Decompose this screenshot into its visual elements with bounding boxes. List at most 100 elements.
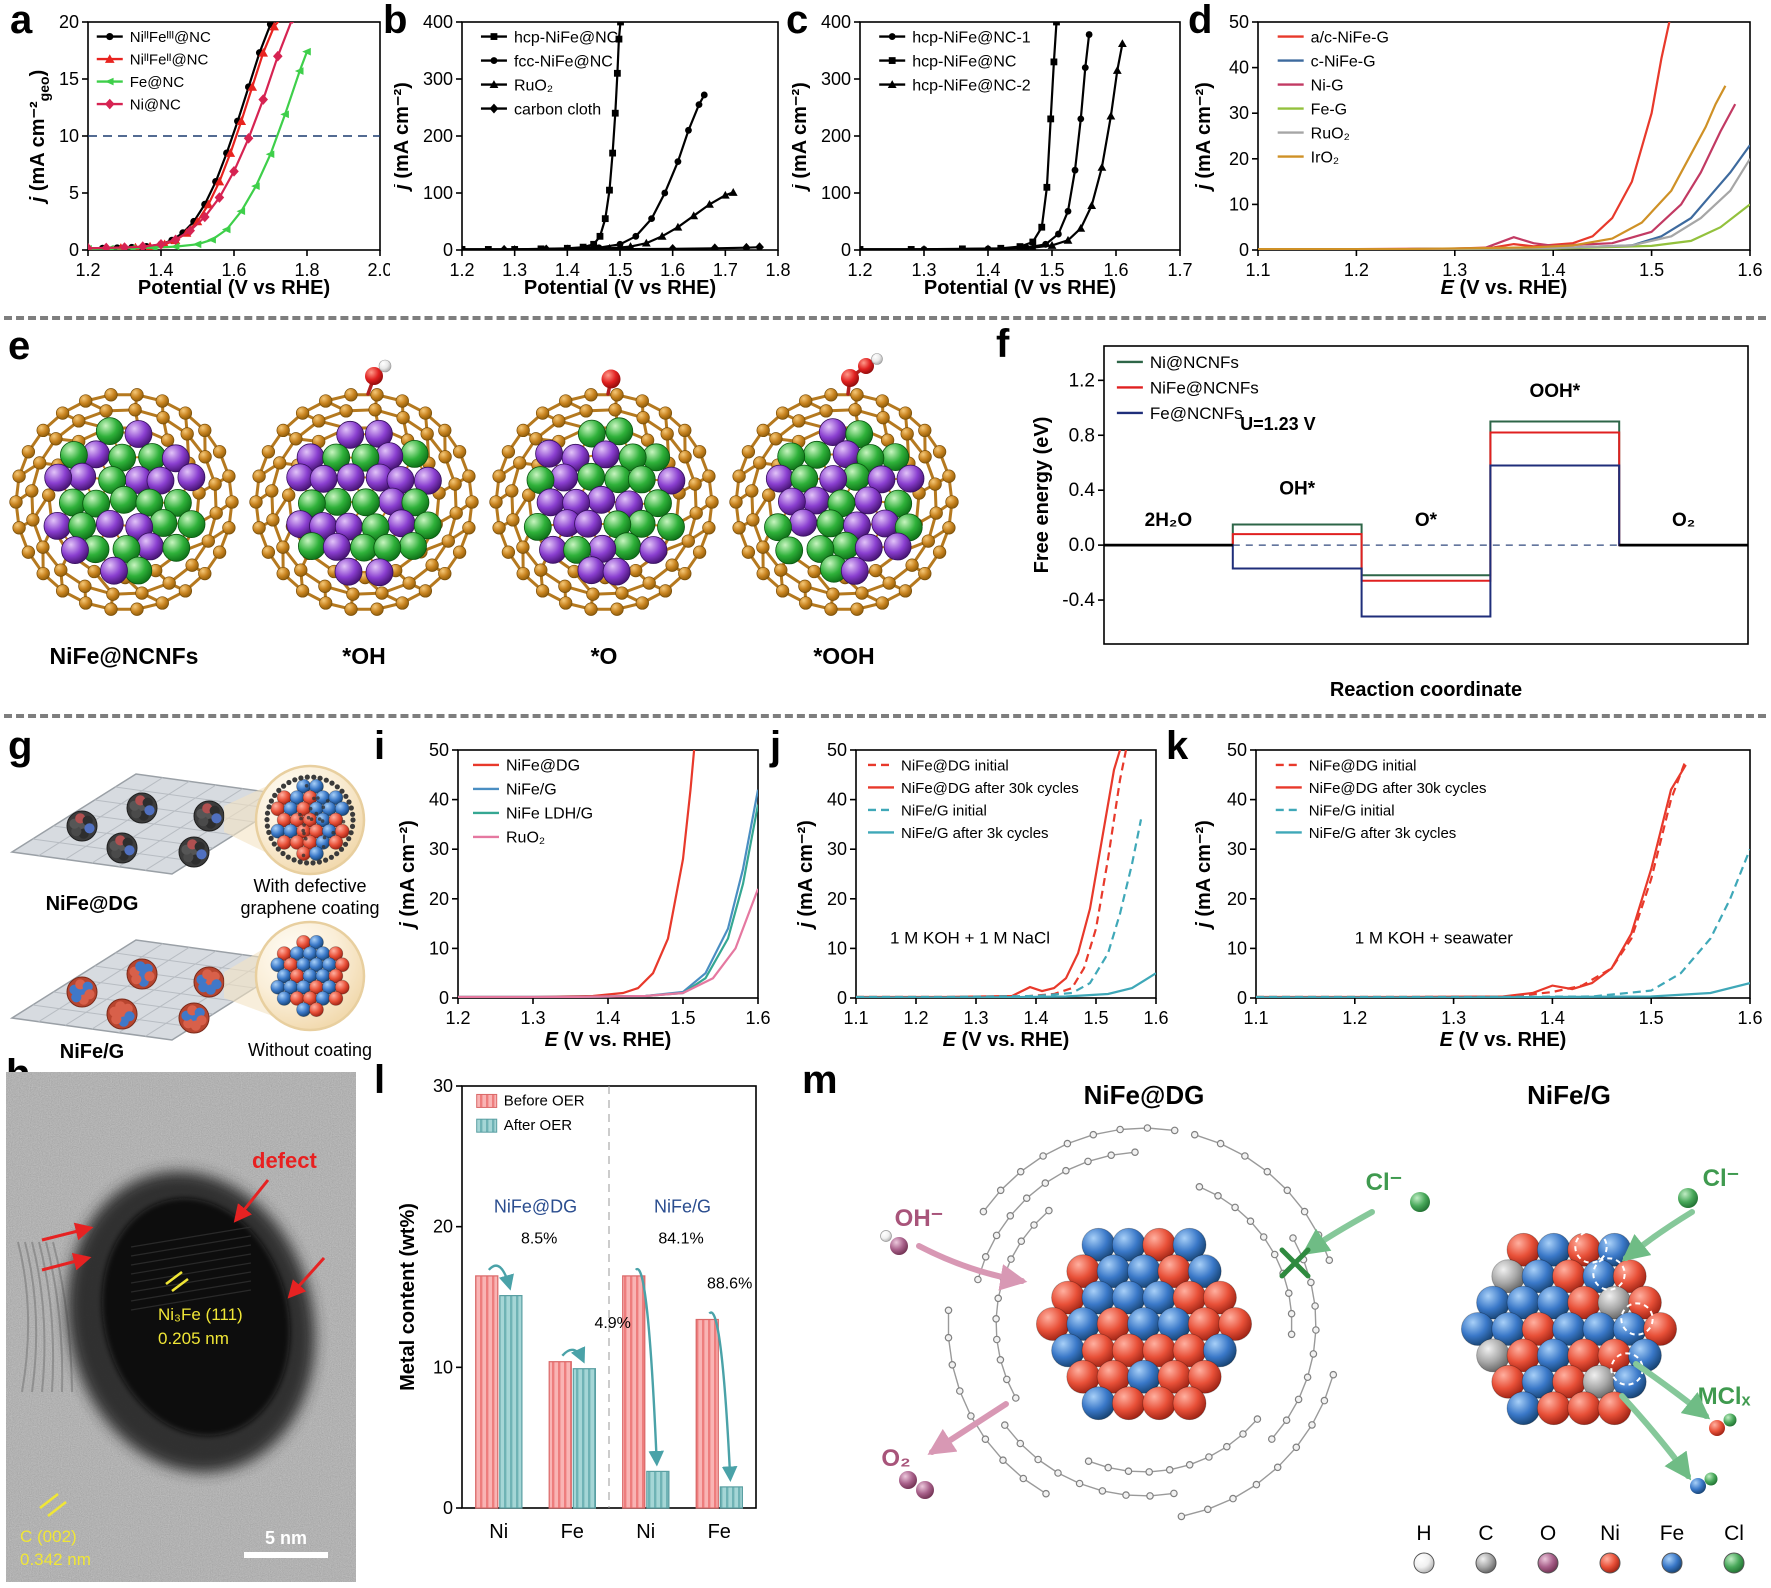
legend-ball-C: [1475, 1552, 1497, 1574]
series-NiFe/G initial: [856, 819, 1143, 998]
lattice-spacing-c002: 0.342 nm: [20, 1550, 91, 1569]
x-tick-label: 1.6: [1143, 1008, 1168, 1028]
series-NiFe@NCNFs: [1104, 431, 1748, 582]
x-tick-label: 1.6: [1737, 260, 1762, 280]
molecule-label: *OOH: [813, 643, 874, 669]
bar-Ni-After OER: [646, 1470, 670, 1509]
metal-cluster: [764, 418, 925, 585]
y-tick-label: 30: [1229, 103, 1249, 123]
legend: hcp-NiFe@NC fcc-NiFe@NC RuO₂ carbon cloth: [480, 29, 618, 118]
o2-arrow: [927, 1401, 1009, 1455]
y-tick-label: 50: [1229, 12, 1249, 32]
bar-Fe-After OER: [719, 1486, 743, 1509]
legend-ball-Ni: [1599, 1552, 1621, 1574]
y-tick-label: 20: [827, 889, 847, 909]
y-tick-label: 50: [1227, 740, 1247, 760]
cl-right-label: Cl⁻: [1703, 1165, 1740, 1192]
y-tick-label: 10: [433, 1357, 453, 1377]
legend-item: Ni-G: [1311, 77, 1344, 94]
x-tick-label: 1.6: [660, 260, 685, 280]
x-tick-label: 1.4: [1541, 260, 1566, 280]
chart-f: -0.4 0.0 0.4 0.8 1.2 Reaction coordinate Free …: [1031, 345, 1749, 701]
o2-label: O₂: [881, 1445, 910, 1472]
caption-uncoated: Without coating: [248, 1040, 372, 1060]
axes-frame: [1103, 345, 1749, 645]
panel-letter-c: c: [786, 0, 809, 42]
defect-arrow: [287, 1256, 326, 1299]
graphene-sheet: [9, 939, 299, 1041]
panel-letter-f: f: [996, 322, 1010, 366]
y-tick-label: 300: [423, 69, 453, 89]
x-tick-label: 1.8: [765, 260, 790, 280]
adsorbate-o: [601, 369, 621, 396]
x-tick-label: 1.3: [1441, 1008, 1466, 1028]
row-separator-2: [4, 714, 1766, 718]
plot-series: [860, 22, 1127, 250]
loss-arrow: [561, 1346, 586, 1364]
y-tick-label: 20: [1227, 889, 1247, 909]
axes-frame: [461, 21, 779, 251]
series-IrO₂: [1258, 85, 1727, 250]
panel-letter-i: i: [374, 724, 386, 768]
legend-item: hcp-NiFe@NC-2: [912, 77, 1031, 94]
y-tick-label: 10: [429, 938, 449, 958]
chart-i: 1.2 1.3 1.4 1.5 1.6 0 10 20 30 40 50 E (V vs. RHE) j…: [397, 740, 770, 1051]
title-nife-dg: NiFe@DG: [1084, 1080, 1205, 1110]
legend-item: Ni@NC: [130, 96, 181, 113]
i-ylabel: j (mA cm⁻²): [397, 820, 419, 931]
j-ylabel: j (mA cm⁻²): [795, 820, 817, 931]
x-tick-label: 1.7: [1167, 260, 1192, 280]
legend-item: IrO₂: [1311, 149, 1339, 166]
panel-letter-m: m: [802, 1058, 838, 1102]
i-xlabel: E (V vs. RHE): [545, 1029, 672, 1051]
legend-item: NiFe@DG initial: [901, 757, 1009, 774]
plot-series: [88, 22, 311, 250]
x-tick-label: 1.2: [1344, 260, 1369, 280]
mclx-arrow-1: [1633, 1361, 1711, 1420]
b-xlabel: Potential (V vs RHE): [524, 277, 716, 299]
x-tick-label: 1.2: [903, 1008, 928, 1028]
y-tick-label: 400: [821, 12, 851, 32]
legend-item: NiᴵᴵFeᴵᴵ@NC: [130, 51, 209, 68]
series-NiFe@DG after 30k cycles: [1256, 764, 1687, 998]
x-tick-label: 1.3: [1442, 260, 1467, 280]
x-tick-label: 1.3: [520, 1008, 545, 1028]
series-RuO₂: [1258, 158, 1750, 250]
cl-entry-arrow: [1621, 1209, 1695, 1262]
legend-item: NiFe/G initial: [901, 802, 987, 819]
y-tick-label: 30: [827, 839, 847, 859]
molecule-label: *O: [591, 643, 618, 669]
y-tick-label: 0: [841, 240, 851, 260]
y-tick-label: 20: [1229, 149, 1249, 169]
x-tick-label: 1.2: [75, 260, 100, 280]
legend-item: a/c-NiFe-G: [1311, 29, 1389, 46]
axes-frame: [457, 749, 759, 999]
series-NiFe LDH/G: [458, 804, 758, 998]
legend-item: NiFe LDH/G: [506, 806, 593, 823]
adsorbate-oh: [365, 359, 392, 396]
x-tick-label: 1.6: [221, 260, 246, 280]
x-tick-label: 1.1: [1245, 260, 1270, 280]
y-tick-label: 20: [433, 1217, 453, 1237]
series-NiFe/G after 3k cycles: [856, 972, 1156, 998]
pct-label: 84.1%: [658, 1231, 703, 1248]
y-tick-label: 15: [59, 69, 79, 89]
chart-l: 0 10 20 30 Metal content (wt%) Ni Fe Ni Fe 8.5% 4.…: [397, 1076, 757, 1543]
bar-Fe-Before OER: [548, 1361, 572, 1509]
x-tick-label: 1.6: [1737, 1008, 1762, 1028]
legend-letter-Cl: Cl: [1724, 1522, 1744, 1545]
panel-letter-d: d: [1188, 0, 1213, 42]
legend-item: After OER: [504, 1117, 573, 1134]
panel-letter-g: g: [8, 724, 33, 768]
panel-letter-a: a: [10, 0, 33, 42]
y-tick-label: 10: [1227, 938, 1247, 958]
caption-coated-2: graphene coating: [240, 898, 379, 918]
legend-item: NiFe/G after 3k cycles: [1309, 825, 1457, 842]
y-tick-label: 0: [443, 1498, 453, 1518]
legend-item: NiFe/G: [506, 782, 557, 799]
bar-category: Fe: [708, 1521, 731, 1543]
defect-arrow: [41, 1222, 94, 1242]
plot-series: [856, 750, 1156, 998]
panel-letter-b: b: [383, 0, 408, 42]
